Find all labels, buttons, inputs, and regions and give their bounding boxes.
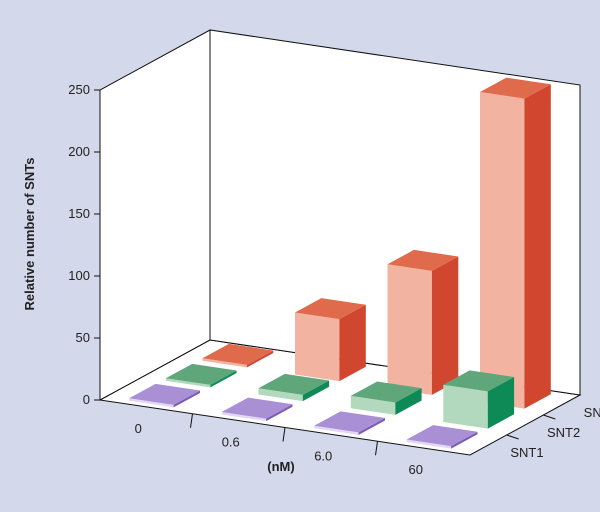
bar-front-face (129, 398, 174, 408)
bar-top-face (258, 373, 330, 395)
bar-snt1-0-6 (221, 397, 293, 422)
bar-snt1-0 (129, 383, 200, 408)
bar-top-face (406, 425, 478, 447)
bar-side-face (395, 388, 422, 415)
bar-front-face (202, 358, 247, 368)
x-tick-3 (375, 441, 378, 456)
bar-front-face (443, 384, 488, 429)
bar-top-face (480, 77, 551, 99)
bar-snt3-0-6 (295, 298, 366, 382)
x-tick-label-0: 0 (135, 421, 142, 436)
bar-side-face (173, 390, 200, 408)
bar-side-face (431, 256, 459, 395)
bar-side-face (302, 380, 330, 402)
bar-top-face (387, 249, 459, 271)
bar-snt2-0-6 (258, 373, 330, 402)
chart-axes: 0 50 100 150 200 250 0 0.6 6.0 60 SNT1 SNT2 SNT3 (68, 82, 600, 477)
bar-snt2-0 (165, 363, 237, 388)
bar-top-face (350, 381, 422, 403)
bar-top-face (165, 363, 237, 385)
bar-front-face (165, 378, 211, 388)
z-tick-2 (543, 414, 556, 420)
y-tick-label-0: 0 (83, 392, 90, 407)
bar-top-face (443, 370, 515, 392)
z-tick-label-snt1: SNT1 (510, 445, 543, 460)
bar-top-face (129, 383, 200, 405)
x-tick-label-6-0: 6.0 (314, 448, 332, 463)
y-tick-label-3: 150 (68, 206, 90, 221)
bar-snt3-60 (480, 77, 551, 409)
bar-top-face (202, 343, 274, 365)
bar-front-face (258, 388, 303, 402)
x-axis-label: (nM) (267, 459, 294, 474)
y-tick-label-5: 250 (68, 82, 90, 97)
bar-snt1-6-0 (314, 411, 385, 435)
bar-side-face (487, 377, 515, 429)
x-tick-label-0-6: 0.6 (222, 435, 240, 450)
bar-front-face (387, 264, 432, 395)
bar-top-face (221, 397, 293, 419)
z-tick-1 (506, 434, 519, 440)
bar-front-face (295, 312, 340, 382)
bar-snt1-60 (406, 425, 478, 449)
y-tick-label-4: 200 (68, 144, 90, 159)
x-tick-2 (282, 427, 286, 442)
z-tick-label-snt2: SNT2 (547, 425, 580, 440)
bar-front-face (480, 92, 525, 409)
chart-labels: Relative number of SNTs (nM) (22, 158, 295, 474)
bar-side-face (451, 431, 478, 449)
bar-side-face (524, 84, 551, 409)
z-tick-label-snt3: SNT3 (584, 405, 600, 420)
y-tick-label-1: 50 (76, 330, 90, 345)
bar-front-face (350, 395, 396, 415)
bar-side-face (339, 304, 366, 382)
x-tick-label-60: 60 (409, 462, 423, 477)
y-axis-label: Relative number of SNTs (22, 158, 37, 311)
bar-side-face (266, 404, 293, 422)
bar-top-face (295, 298, 366, 320)
bar-snt3-6-0 (387, 249, 459, 395)
y-tick-label-2: 100 (68, 268, 90, 283)
bar-front-face (314, 425, 359, 435)
bar-side-face (358, 418, 385, 435)
bar-snt3-0 (202, 343, 274, 368)
bar-snt2-60 (443, 370, 515, 429)
bar-snt2-6-0 (350, 381, 422, 415)
bar-side-face (210, 370, 237, 388)
bar-side-face (246, 350, 274, 368)
x-tick-1 (190, 413, 193, 428)
chart-bars (129, 77, 551, 449)
bar-front-face (406, 439, 452, 449)
bar-top-face (314, 411, 385, 433)
bar-front-face (221, 412, 267, 422)
left-wall (99, 29, 211, 401)
